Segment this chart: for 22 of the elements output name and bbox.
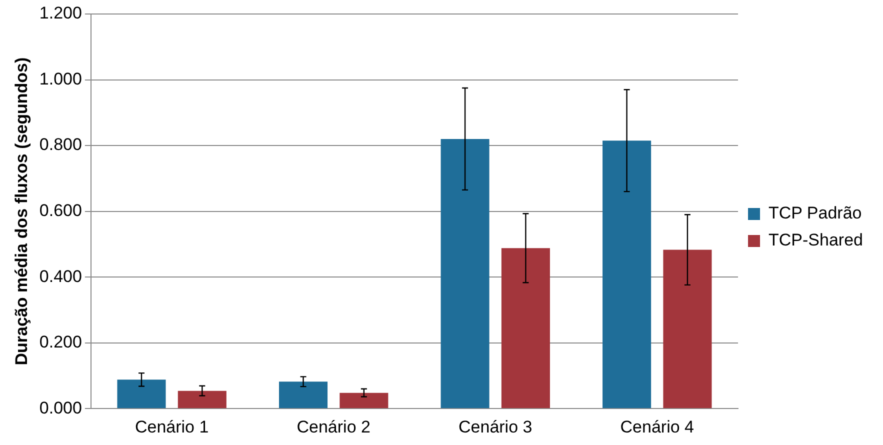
legend-label: TCP-Shared <box>768 230 864 250</box>
y-tick-label: 0.000 <box>39 398 82 418</box>
x-tick-label: Cenário 2 <box>296 417 370 436</box>
x-tick-label: Cenário 1 <box>134 417 209 436</box>
y-tick-label: 0.200 <box>39 332 82 352</box>
x-tick-label: Cenário 3 <box>458 417 532 436</box>
y-tick-label: 1.200 <box>39 4 82 23</box>
legend-label: TCP Padrão <box>768 204 862 223</box>
y-tick-label: 0.400 <box>39 266 82 286</box>
y-tick-label: 0.600 <box>39 200 82 220</box>
bar <box>602 140 652 408</box>
bar <box>178 390 226 408</box>
bar <box>279 382 328 408</box>
bar <box>440 138 490 408</box>
bar <box>340 392 388 408</box>
y-axis-title: Duração média dos fluxos (segundos) <box>12 57 31 366</box>
bar <box>117 380 166 408</box>
x-tick-label: Cenário 4 <box>620 417 694 436</box>
y-tick-label: 0.800 <box>39 135 82 154</box>
bar <box>663 250 712 408</box>
bar <box>501 248 550 408</box>
y-tick-label: 1.000 <box>39 69 82 88</box>
